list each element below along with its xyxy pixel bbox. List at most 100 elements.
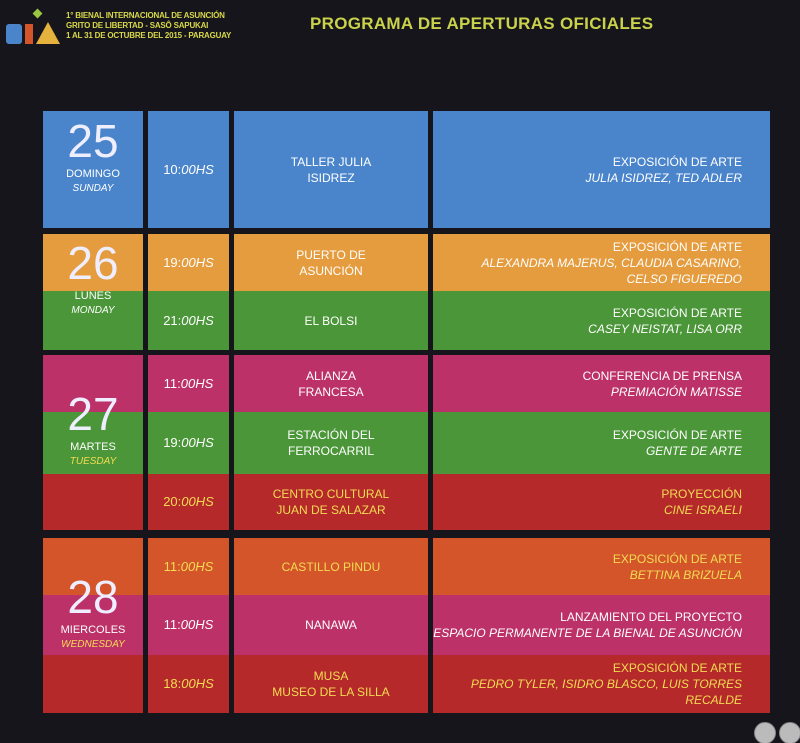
time-minutes: 00HS (180, 617, 214, 632)
time-hour: 11: (163, 558, 181, 574)
venue-text: CENTRO CULTURAL JUAN DE SALAZAR (234, 486, 428, 518)
day-name-en: WEDNESDAY (61, 638, 125, 650)
day-label: 26 LUNES MONDAY (43, 240, 143, 316)
venue-cell: CASTILLO PINDU (234, 538, 428, 595)
venue-line: TALLER JULIA (290, 154, 372, 169)
venue-line: CENTRO CULTURAL (272, 487, 390, 501)
event-text: EXPOSICIÓN DE ARTE GENTE DE ARTE (433, 427, 770, 459)
venue-line: MUSA (313, 669, 349, 683)
day-number: 25 (67, 114, 119, 167)
venue-text: ESTACIÓN DEL FERROCARRIL (234, 427, 428, 459)
day-cell-bg (43, 234, 143, 291)
event-detail: GENTE DE ARTE (645, 444, 742, 458)
day-number: 27 (67, 387, 119, 440)
event-detail: PEDRO TYLER, ISIDRO BLASCO, LUIS TORRES … (470, 677, 742, 707)
header-line: GRITO DE LIBERTAD - SASÔ SAPUKAI (66, 21, 209, 30)
day-cell-bg (43, 111, 143, 228)
day-cell-bg (43, 595, 143, 655)
venue-line: MUSEO DE LA SILLA (272, 685, 390, 699)
event-cell: LANZAMIENTO DEL PROYECTO ESPACIO PERMANEN… (433, 595, 770, 655)
venue-text: TALLER JULIA ISIDREZ (234, 154, 428, 186)
event-text: EXPOSICIÓN DE ARTE CASEY NEISTAT, LISA OR… (433, 305, 770, 337)
time-text: 21:00HS (148, 313, 229, 329)
day-name-en: MONDAY (71, 305, 115, 316)
event-cell: CONFERENCIA DE PRENSA PREMIACIÓN MATISSE (433, 355, 770, 412)
time-cell: 11:00HS (148, 595, 229, 655)
time-cell: 21:00HS (148, 291, 229, 350)
event-type: EXPOSICIÓN DE ARTE (612, 661, 742, 675)
event-cell: EXPOSICIÓN DE ARTE JULIA ISIDREZ, TED ADL… (433, 111, 770, 228)
time-minutes: 00HS (180, 375, 214, 391)
event-text: EXPOSICIÓN DE ARTE JULIA ISIDREZ, TED ADL… (433, 154, 770, 186)
event-text: CONFERENCIA DE PRENSA PREMIACIÓN MATISSE (433, 368, 770, 400)
time-cell: 11:00HS (148, 538, 229, 595)
venue-line: ASUNCIÓN (299, 263, 363, 278)
time-cell: 19:00HS (148, 412, 229, 474)
event-text: PROYECCIÓN CINE ISRAELI (433, 486, 770, 518)
header-info: 1° BIENAL INTERNACIONAL DE ASUNCIÓN GRIT… (66, 11, 231, 41)
venue-text: CASTILLO PINDU (234, 559, 428, 575)
time-hour: 10: (163, 161, 182, 177)
venue-line: ALIANZA (305, 368, 356, 383)
venue-cell: CENTRO CULTURAL JUAN DE SALAZAR (234, 474, 428, 530)
event-type: EXPOSICIÓN DE ARTE (612, 428, 742, 442)
event-detail: BETTINA BRIZUELA (629, 567, 742, 582)
day-name-en: TUESDAY (69, 455, 117, 467)
venue-text: MUSA MUSEO DE LA SILLA (234, 668, 428, 700)
time-text: 20:00HS (148, 494, 229, 510)
time-minutes: 00HS (181, 494, 214, 509)
day-cell-bg (43, 291, 143, 350)
flag-icon[interactable] (779, 722, 800, 743)
bia-logo (6, 8, 60, 44)
day-name-es: MIERCOLES (60, 623, 126, 636)
time-text: 11:00HS (148, 376, 229, 392)
page-title: PROGRAMA DE APERTURAS OFICIALES (310, 14, 654, 33)
time-text: 10:00HS (148, 162, 229, 178)
time-hour: 20: (163, 494, 182, 509)
event-text: EXPOSICIÓN DE ARTE PEDRO TYLER, ISIDRO BL… (433, 660, 770, 708)
time-cell: 10:00HS (148, 111, 229, 228)
day-cell-bg (43, 474, 143, 530)
time-hour: 19: (163, 254, 182, 270)
venue-cell: ALIANZA FRANCESA (234, 355, 428, 412)
venue-line: EL BOLSI (304, 313, 358, 328)
day-cell-bg (43, 655, 143, 713)
venue-cell: ESTACIÓN DEL FERROCARRIL (234, 412, 428, 474)
day-cell-bg (43, 412, 143, 474)
event-detail: PREMIACIÓN MATISSE (610, 384, 742, 399)
event-type: EXPOSICIÓN DE ARTE (612, 551, 742, 566)
venue-cell: NANAWA (234, 595, 428, 655)
event-detail: JULIA ISIDREZ, TED ADLER (585, 170, 742, 185)
day-name-es: MARTES (70, 440, 116, 453)
venue-text: EL BOLSI (234, 313, 428, 329)
venue-line: PUERTO DE (296, 247, 366, 262)
header-line: 1 AL 31 DE OCTUBRE DEL 2015 - PARAGUAY (66, 31, 232, 40)
time-minutes: 00HS (181, 254, 214, 270)
time-text: 11:00HS (148, 559, 229, 575)
time-hour: 18: (163, 676, 182, 691)
header-line: 1° BIENAL INTERNACIONAL DE ASUNCIÓN (66, 11, 225, 20)
event-type: EXPOSICIÓN DE ARTE (612, 154, 742, 169)
event-type: EXPOSICIÓN DE ARTE (612, 239, 742, 254)
venue-cell: EL BOLSI (234, 291, 428, 350)
event-detail: CASEY NEISTAT, LISA ORR (588, 321, 742, 336)
venue-line: JUAN DE SALAZAR (276, 503, 386, 517)
time-hour: 21: (163, 312, 182, 328)
time-hour: 19: (163, 435, 182, 450)
venue-text: PUERTO DE ASUNCIÓN (234, 247, 428, 279)
event-cell: EXPOSICIÓN DE ARTE BETTINA BRIZUELA (433, 538, 770, 595)
venue-cell: PUERTO DE ASUNCIÓN (234, 234, 428, 291)
event-text: LANZAMIENTO DEL PROYECTO ESPACIO PERMANEN… (433, 609, 770, 641)
time-minutes: 00HS (181, 435, 214, 450)
venue-cell: TALLER JULIA ISIDREZ (234, 111, 428, 228)
day-number: 28 (67, 570, 119, 623)
more-icon[interactable] (754, 722, 776, 743)
day-label: 27 MARTES TUESDAY (43, 391, 143, 467)
day-cell-bg (43, 538, 143, 595)
venue-text: ALIANZA FRANCESA (234, 368, 428, 400)
time-text: 19:00HS (148, 435, 229, 451)
event-detail: ALEXANDRA MAJERUS, CLAUDIA CASARINO, (481, 255, 742, 270)
venue-line: FRANCESA (298, 384, 364, 399)
venue-line: ESTACIÓN DEL (287, 428, 375, 442)
